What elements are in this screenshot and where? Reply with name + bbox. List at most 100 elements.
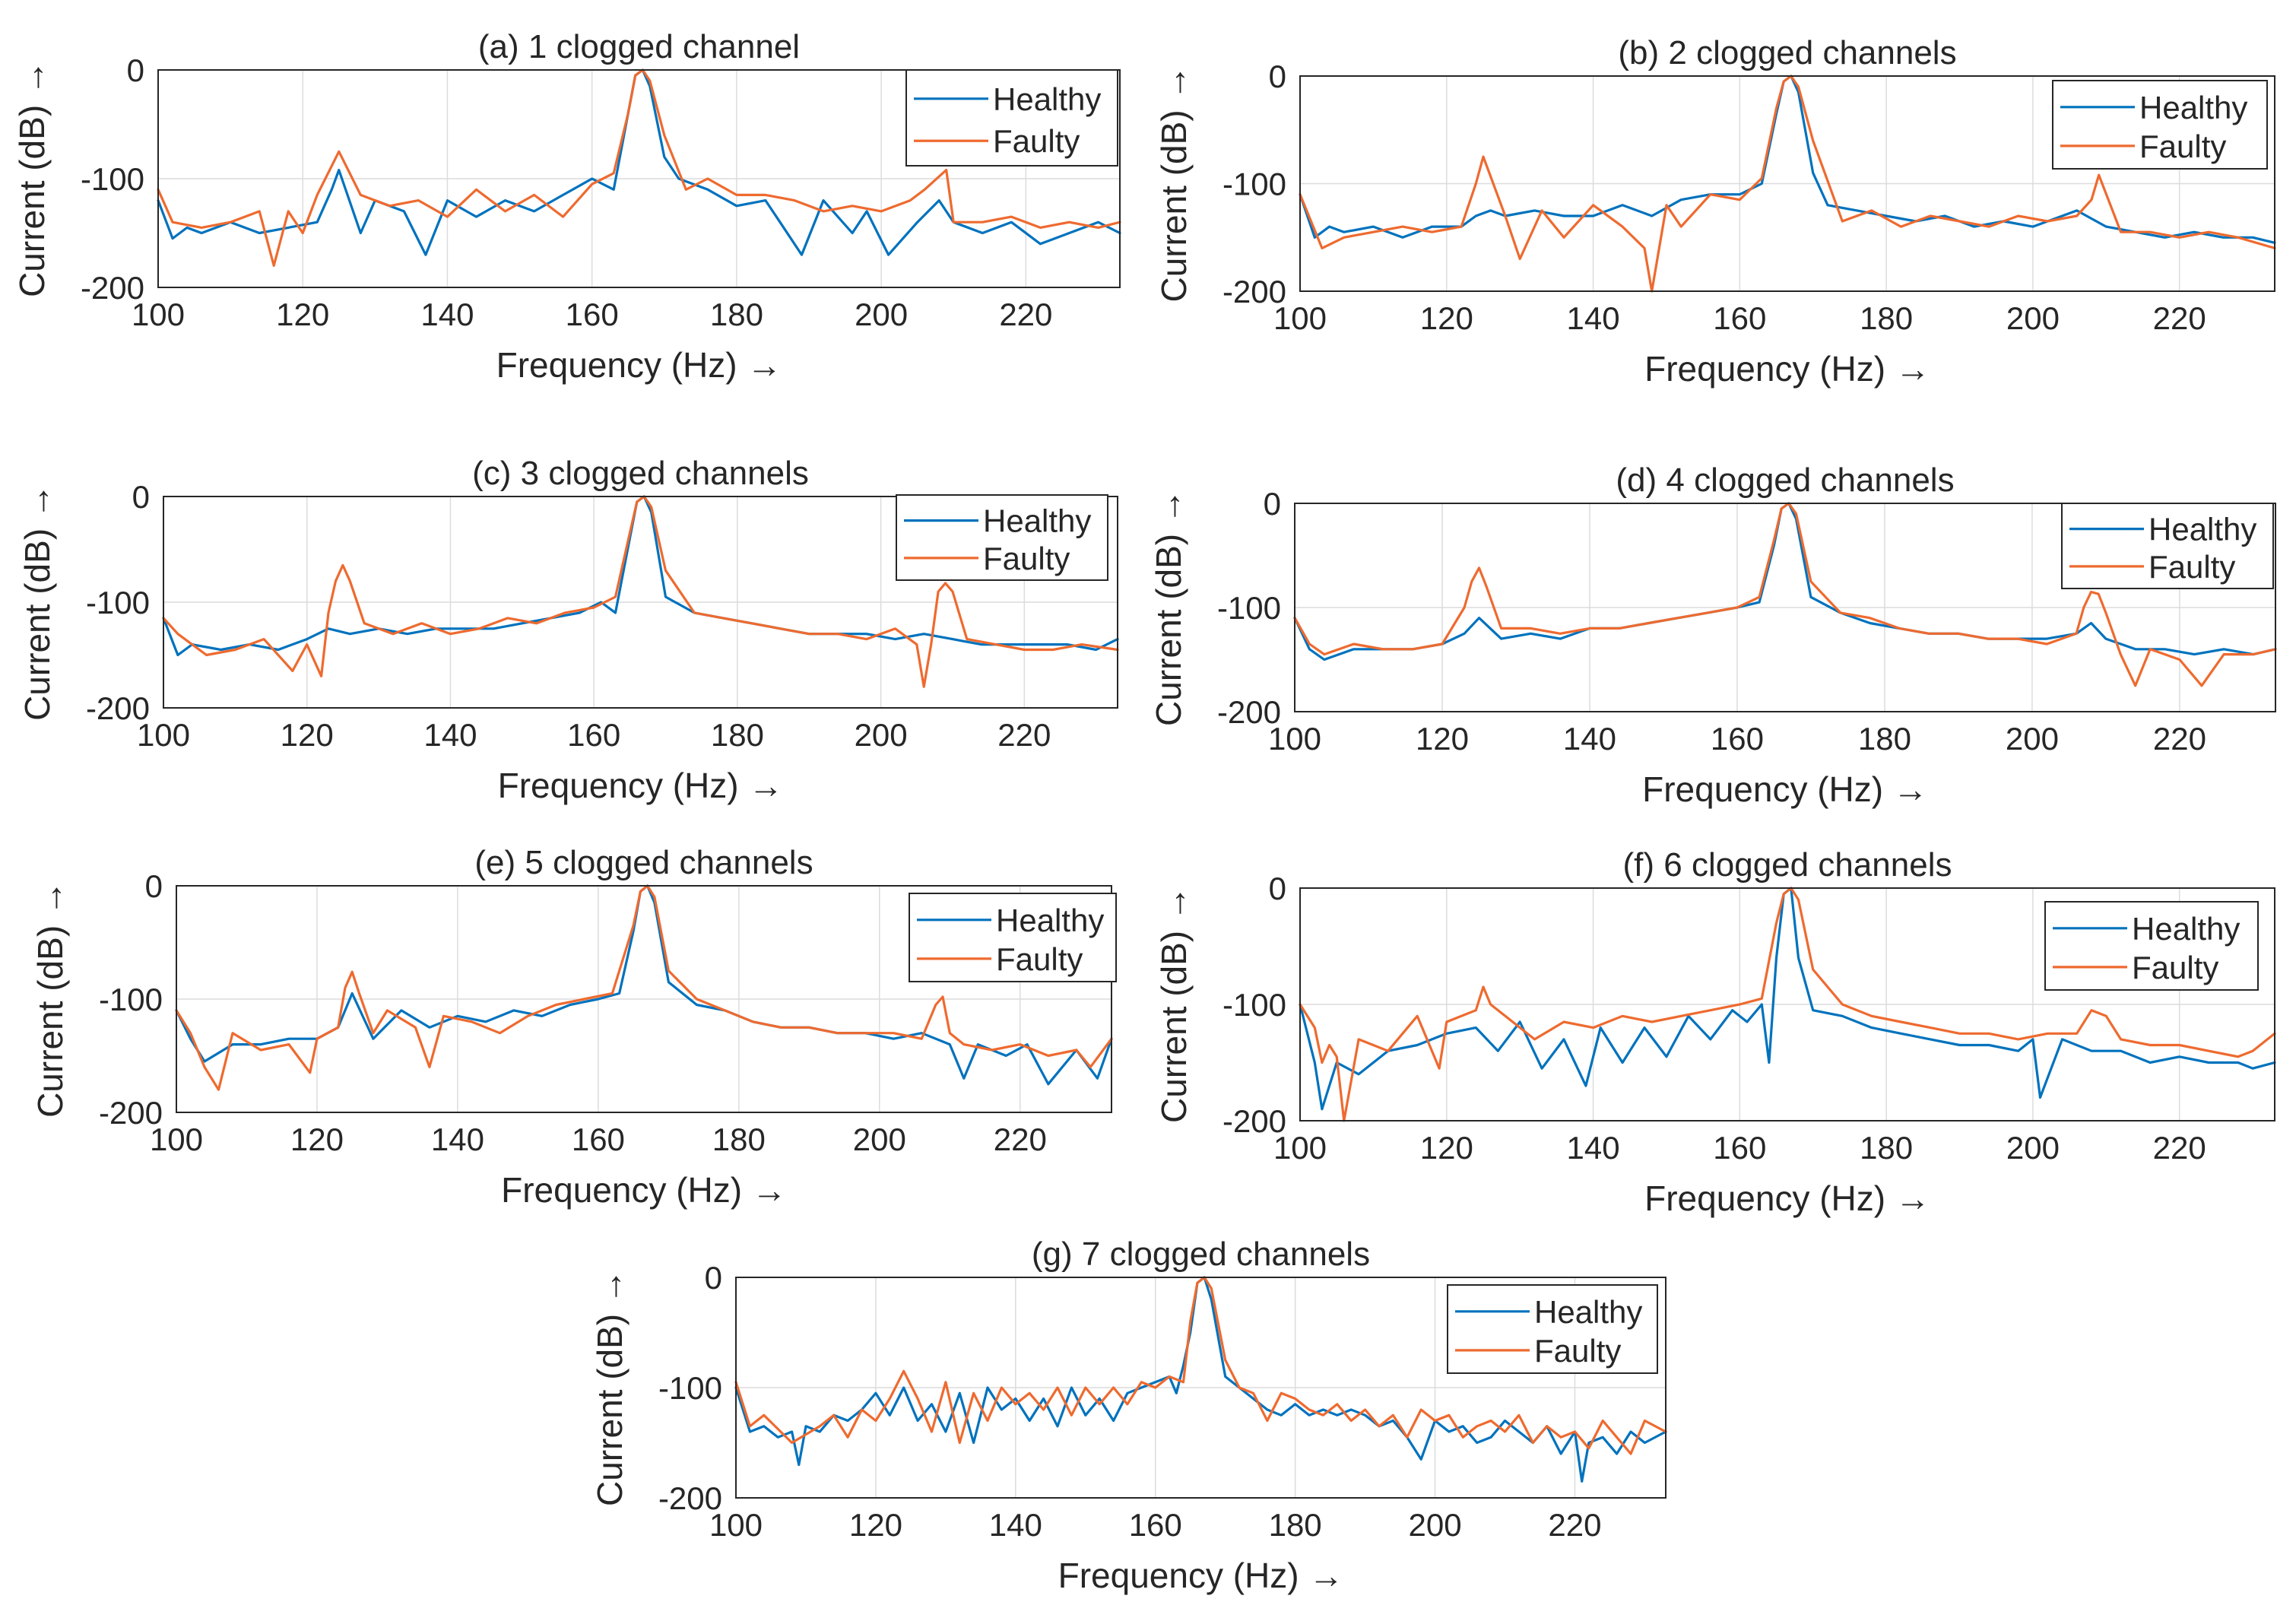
y-tick-label: -100 — [81, 161, 144, 197]
x-tick-label: 140 — [420, 297, 474, 332]
series-line-healthy — [1299, 887, 2276, 1111]
plot-frame — [1299, 887, 2275, 1121]
y-axis-label: Current (dB) → — [30, 880, 70, 1118]
x-tick-label: 160 — [566, 297, 619, 332]
x-axis-label: Frequency (Hz) → — [1058, 1556, 1344, 1595]
legend-label-healthy: Healthy — [2132, 911, 2240, 947]
x-tick-label: 180 — [1860, 1130, 1913, 1166]
x-tick-label: 160 — [572, 1121, 625, 1157]
x-tick-label: 140 — [1563, 721, 1616, 757]
y-tick-label: 0 — [145, 868, 163, 904]
y-tick-label: -100 — [1217, 590, 1281, 626]
y-tick-label: 0 — [705, 1260, 722, 1296]
x-tick-label: 160 — [1129, 1507, 1182, 1543]
legend-label-faulty: Faulty — [2149, 549, 2235, 585]
legend-label-healthy: Healthy — [983, 503, 1091, 539]
chart-title: (e) 5 clogged channels — [474, 844, 813, 881]
x-tick-label: 180 — [710, 297, 763, 332]
y-tick-label: -200 — [99, 1095, 163, 1131]
chart-panel-d: (d) 4 clogged channels 100 120 140 160 180 200… — [1149, 462, 2277, 809]
chart-panel-f: (f) 6 clogged channels 100 120 140 160 180 200… — [1154, 846, 2276, 1218]
x-tick-label: 140 — [1567, 1130, 1620, 1166]
legend-label-healthy: Healthy — [993, 81, 1101, 117]
x-tick-label: 120 — [849, 1507, 902, 1543]
x-tick-label: 120 — [1416, 721, 1469, 757]
x-tick-label: 140 — [1567, 300, 1620, 336]
series-line-faulty — [1299, 75, 2276, 293]
x-tick-label: 200 — [855, 297, 908, 332]
legend-label-faulty: Faulty — [2139, 128, 2226, 164]
y-tick-label: -200 — [86, 690, 150, 726]
series-line-faulty — [162, 495, 1119, 688]
legend-label-faulty: Faulty — [996, 941, 1083, 977]
plot-frame — [157, 69, 1121, 288]
x-axis-label: Frequency (Hz) → — [498, 766, 784, 805]
x-tick-label: 220 — [997, 717, 1051, 753]
x-tick-label: 180 — [711, 717, 764, 753]
plot-frame — [176, 885, 1112, 1113]
series-line-faulty — [157, 68, 1121, 267]
chart-title: (a) 1 clogged channel — [478, 28, 800, 65]
x-tick-label: 180 — [1860, 300, 1913, 336]
y-tick-label: -100 — [1223, 167, 1286, 202]
x-axis-label: Frequency (Hz) → — [1642, 769, 1928, 809]
y-axis-label: Current (dB) → — [17, 484, 57, 721]
x-tick-label: 100 — [709, 1507, 763, 1543]
y-axis-label: Current (dB) → — [1149, 489, 1188, 726]
y-tick-label: -200 — [81, 270, 144, 306]
x-tick-label: 120 — [1420, 300, 1473, 336]
y-tick-label: -100 — [86, 585, 150, 620]
y-axis-label: Current (dB) → — [12, 60, 52, 297]
chart-panel-a: (a) 1 clogged channel 100 120 140 160 180 200 2… — [12, 28, 1121, 385]
x-tick-label: 100 — [1268, 721, 1321, 757]
x-tick-label: 100 — [137, 717, 190, 753]
y-tick-label: 0 — [1264, 486, 1281, 522]
x-tick-label: 140 — [989, 1507, 1042, 1543]
x-tick-label: 160 — [567, 717, 620, 753]
y-tick-label: 0 — [1269, 871, 1286, 906]
x-tick-label: 140 — [423, 717, 477, 753]
x-tick-label: 160 — [1713, 300, 1766, 336]
x-tick-label: 120 — [281, 717, 334, 753]
x-tick-label: 220 — [999, 297, 1052, 332]
chart-panel-c: (c) 3 clogged channels 100 120 140 160 180 200… — [17, 455, 1119, 805]
x-tick-label: 220 — [994, 1121, 1047, 1157]
legend-label-healthy: Healthy — [2139, 90, 2247, 125]
legend-label-healthy: Healthy — [2149, 512, 2256, 547]
chart-title: (b) 2 clogged channels — [1618, 34, 1956, 71]
x-tick-label: 120 — [1420, 1130, 1473, 1166]
plot-frame — [1294, 503, 2276, 712]
x-tick-label: 180 — [712, 1121, 766, 1157]
chart-title: (f) 6 clogged channels — [1623, 846, 1952, 884]
chart-panel-e: (e) 5 clogged channels 100 120 140 160 180 200… — [30, 844, 1117, 1210]
y-tick-label: -100 — [1223, 987, 1286, 1023]
chart-title: (c) 3 clogged channels — [472, 455, 809, 492]
x-tick-label: 200 — [2006, 721, 2059, 757]
y-tick-label: 0 — [127, 52, 144, 88]
x-tick-label: 200 — [1409, 1507, 1462, 1543]
legend-box — [909, 893, 1117, 982]
y-tick-label: 0 — [132, 479, 150, 515]
x-tick-label: 120 — [290, 1121, 344, 1157]
x-axis-label: Frequency (Hz) → — [501, 1170, 787, 1210]
x-tick-label: 180 — [1858, 721, 1911, 757]
x-tick-label: 120 — [276, 297, 329, 332]
x-tick-label: 100 — [1273, 1130, 1327, 1166]
series-line-faulty — [175, 884, 1113, 1091]
y-tick-label: -200 — [1223, 1103, 1286, 1139]
x-tick-label: 200 — [2006, 1130, 2060, 1166]
y-axis-label: Current (dB) → — [590, 1269, 629, 1506]
y-tick-label: -200 — [1217, 694, 1281, 730]
chart-panel-b: (b) 2 clogged channels 100 120 140 160 180 200… — [1154, 34, 2276, 389]
x-tick-label: 160 — [1711, 721, 1764, 757]
x-tick-label: 180 — [1269, 1507, 1322, 1543]
x-tick-label: 200 — [853, 1121, 906, 1157]
x-tick-label: 220 — [2153, 721, 2206, 757]
y-tick-label: -200 — [1223, 274, 1286, 309]
